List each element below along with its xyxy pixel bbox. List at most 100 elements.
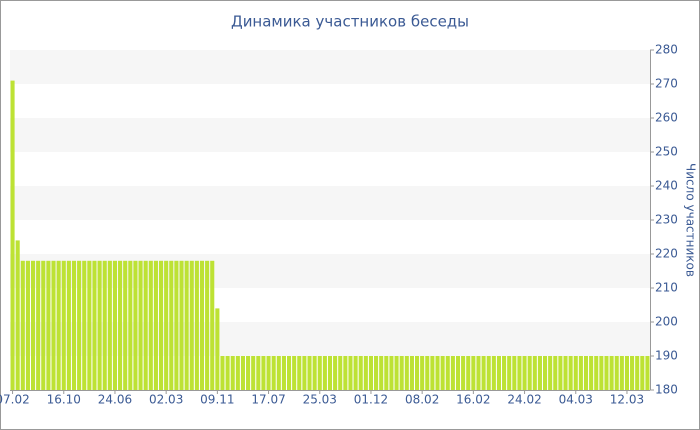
y-tick-label: 190 [655,349,678,363]
bar [261,356,266,390]
bar [461,356,466,390]
bar [138,260,143,390]
bar [573,356,578,390]
bar [118,260,123,390]
bar [327,356,333,390]
x-tick-label: 17.07 [251,393,285,407]
bar [445,356,450,390]
bar [630,356,635,390]
bar [394,356,399,390]
bar [66,260,71,390]
x-tick-label: 09.11 [200,393,234,407]
bar [368,356,374,390]
y-tick-label: 250 [655,145,678,159]
bar [343,356,348,390]
bar [363,356,368,390]
bar [389,356,394,390]
bar [61,260,66,390]
bar [71,260,77,390]
bar [36,260,41,390]
bar [609,356,614,390]
bar [399,356,404,390]
bar [133,260,138,390]
bar [317,356,322,390]
bar [251,356,256,390]
bar [353,356,358,390]
bar [322,356,327,390]
bar [174,260,179,390]
x-tick-label: 12.03 [610,393,644,407]
bar [491,356,496,390]
bar [558,356,563,390]
bar [82,260,87,390]
bar [312,356,317,390]
bar [184,260,189,390]
bar [210,260,215,390]
bar [333,356,338,390]
x-tick-label: 08.02 [405,393,439,407]
x-tick-label: 02.03 [149,393,183,407]
bar [20,260,25,390]
bar [307,356,312,390]
bar [481,356,486,390]
bar [199,260,205,390]
bar [102,260,107,390]
bar [123,260,128,390]
grid-band [10,186,650,220]
bar [46,260,51,390]
bar [240,356,246,390]
bar [56,260,61,390]
bar [604,356,609,390]
x-tick-label: 24.06 [98,393,132,407]
bar [614,356,619,390]
bar [517,356,522,390]
bar [148,260,153,390]
x-tick-label: 24.02 [507,393,541,407]
bar [420,356,425,390]
bar [496,356,502,390]
bar [583,356,589,390]
bar [358,356,363,390]
bar [471,356,476,390]
bar [563,356,568,390]
bar [15,240,20,390]
bar [430,356,435,390]
bar [548,356,553,390]
x-tick-label: 01.12 [354,393,388,407]
bar [143,260,148,390]
bar [522,356,527,390]
y-tick-label: 220 [655,247,678,261]
bar [92,260,97,390]
bar [635,356,640,390]
y-tick-label: 280 [655,43,678,57]
bar [271,356,276,390]
bar [276,356,281,390]
bar [338,356,343,390]
bar [537,356,542,390]
bar [486,356,491,390]
y-tick-label: 200 [655,315,678,329]
bar [286,356,292,390]
bar [379,356,384,390]
bar [77,260,82,390]
grid-band [10,50,650,84]
bar [645,356,650,390]
bar [235,356,240,390]
bar [532,356,537,390]
bar [220,356,225,390]
bar [30,260,36,390]
bar [179,260,184,390]
chart-title: Динамика участников беседы [231,13,469,31]
y-tick-label: 260 [655,111,678,125]
bar [153,260,158,390]
bar [409,356,414,390]
bar [205,260,210,390]
bar [589,356,594,390]
bar [302,356,307,390]
bar [164,260,169,390]
x-tick-label: 07.02 [0,393,30,407]
bar [215,308,220,390]
grid-band [10,118,650,152]
